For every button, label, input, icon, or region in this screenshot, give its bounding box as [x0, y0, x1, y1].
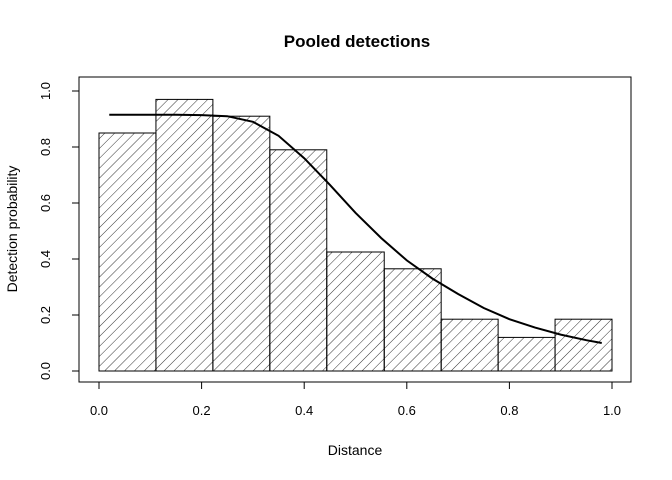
bar-5: [383, 268, 442, 372]
x-axis: 0.0 0.2 0.4 0.6 0.8 1.0: [90, 381, 621, 418]
y-tick-label-2: 0.4: [38, 250, 53, 268]
y-tick-label-4: 0.8: [38, 138, 53, 156]
y-axis: 0.0 0.2 0.4 0.6 0.8 1.0: [38, 82, 80, 380]
x-tick-label-5: 1.0: [603, 403, 621, 418]
bar-6: [440, 318, 499, 372]
x-tick-label-2: 0.4: [295, 403, 313, 418]
bar-4: [326, 251, 385, 372]
x-tick-label-1: 0.2: [193, 403, 211, 418]
bar-2: [212, 115, 271, 372]
x-tick-label-4: 0.8: [500, 403, 518, 418]
x-tick-label-3: 0.6: [398, 403, 416, 418]
bar-7: [497, 336, 556, 372]
fitted-curve: [109, 113, 602, 344]
x-axis-label: Distance: [328, 442, 383, 458]
y-tick-label-0: 0.0: [38, 362, 53, 380]
y-axis-label: Detection probability: [4, 166, 20, 293]
bar-1: [155, 98, 214, 372]
bars-group: [98, 98, 613, 372]
x-tick-label-0: 0.0: [90, 403, 108, 418]
y-tick-label-1: 0.2: [38, 306, 53, 324]
bar-3: [269, 149, 328, 372]
y-tick-label-3: 0.6: [38, 194, 53, 212]
bar-0: [98, 132, 157, 372]
y-tick-label-5: 1.0: [38, 82, 53, 100]
chart-title: Pooled detections: [284, 32, 430, 51]
bar-8: [554, 318, 613, 372]
